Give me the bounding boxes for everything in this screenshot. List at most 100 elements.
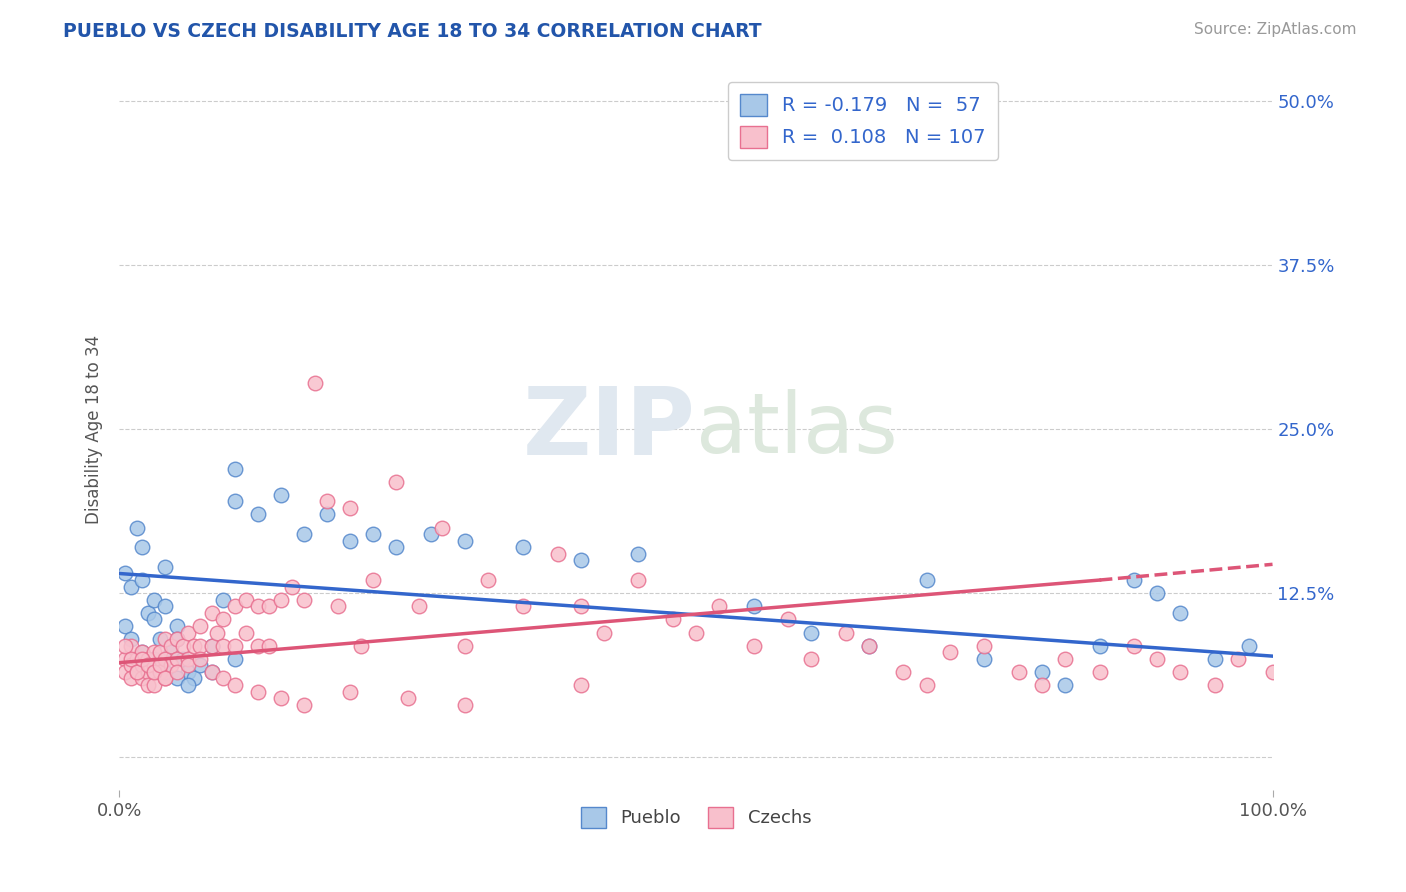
Point [224, 461, 246, 475]
Point [188, 652, 211, 666]
Point [270, 592, 292, 607]
Point [177, 678, 200, 692]
Point [177, 665, 200, 679]
Point [136, 665, 159, 679]
Point [131, 672, 153, 686]
Point [114, 639, 136, 653]
Text: PUEBLO VS CZECH DISABILITY AGE 18 TO 34 CORRELATION CHART: PUEBLO VS CZECH DISABILITY AGE 18 TO 34 … [63, 22, 762, 41]
Point [1204, 652, 1226, 666]
Point [893, 665, 915, 679]
Point [125, 652, 148, 666]
Point [120, 652, 142, 666]
Y-axis label: Disability Age 18 to 34: Disability Age 18 to 34 [86, 334, 103, 524]
Point [454, 698, 477, 712]
Point [120, 658, 142, 673]
Point [212, 612, 235, 626]
Point [915, 573, 938, 587]
Point [114, 566, 136, 581]
Point [1031, 678, 1053, 692]
Point [858, 639, 880, 653]
Point [131, 541, 153, 555]
Point [627, 573, 650, 587]
Point [246, 508, 269, 522]
Point [114, 652, 136, 666]
Point [155, 672, 177, 686]
Point [114, 665, 136, 679]
Point [339, 684, 361, 698]
Point [938, 645, 960, 659]
Point [304, 376, 326, 391]
Point [120, 632, 142, 646]
Point [125, 665, 148, 679]
Point [454, 533, 477, 548]
Point [477, 573, 499, 587]
Point [396, 691, 419, 706]
Point [177, 652, 200, 666]
Point [385, 475, 408, 489]
Point [200, 606, 222, 620]
Point [155, 652, 177, 666]
Point [177, 625, 200, 640]
Point [361, 527, 384, 541]
Point [1123, 639, 1146, 653]
Point [627, 547, 650, 561]
Point [800, 652, 823, 666]
Point [136, 658, 159, 673]
Point [1053, 652, 1076, 666]
Point [430, 520, 453, 534]
Point [246, 599, 269, 614]
Point [339, 500, 361, 515]
Point [858, 639, 880, 653]
Point [1239, 639, 1261, 653]
Point [270, 488, 292, 502]
Point [281, 580, 304, 594]
Point [160, 658, 183, 673]
Point [454, 639, 477, 653]
Point [131, 645, 153, 659]
Point [315, 494, 337, 508]
Point [183, 639, 205, 653]
Point [142, 592, 165, 607]
Point [149, 658, 172, 673]
Point [200, 639, 222, 653]
Point [166, 632, 188, 646]
Point [200, 665, 222, 679]
Point [224, 639, 246, 653]
Point [742, 599, 765, 614]
Point [166, 632, 188, 646]
Point [569, 553, 592, 567]
Point [142, 612, 165, 626]
Point [569, 678, 592, 692]
Point [120, 639, 142, 653]
Point [339, 533, 361, 548]
Point [419, 527, 441, 541]
Point [1146, 652, 1168, 666]
Point [120, 672, 142, 686]
Point [131, 652, 153, 666]
Point [685, 625, 707, 640]
Point [166, 619, 188, 633]
Point [1008, 665, 1031, 679]
Point [131, 658, 153, 673]
Point [166, 672, 188, 686]
Point [662, 612, 685, 626]
Point [188, 639, 211, 653]
Point [569, 599, 592, 614]
Point [183, 672, 205, 686]
Point [835, 625, 858, 640]
Point [361, 573, 384, 587]
Point [125, 520, 148, 534]
Point [142, 645, 165, 659]
Legend: Pueblo, Czechs: Pueblo, Czechs [574, 800, 818, 835]
Point [212, 592, 235, 607]
Point [1031, 665, 1053, 679]
Point [136, 606, 159, 620]
Point [915, 678, 938, 692]
Point [973, 639, 995, 653]
Point [207, 625, 229, 640]
Point [1261, 665, 1284, 679]
Point [778, 612, 800, 626]
Point [142, 665, 165, 679]
Point [155, 560, 177, 574]
Point [246, 684, 269, 698]
